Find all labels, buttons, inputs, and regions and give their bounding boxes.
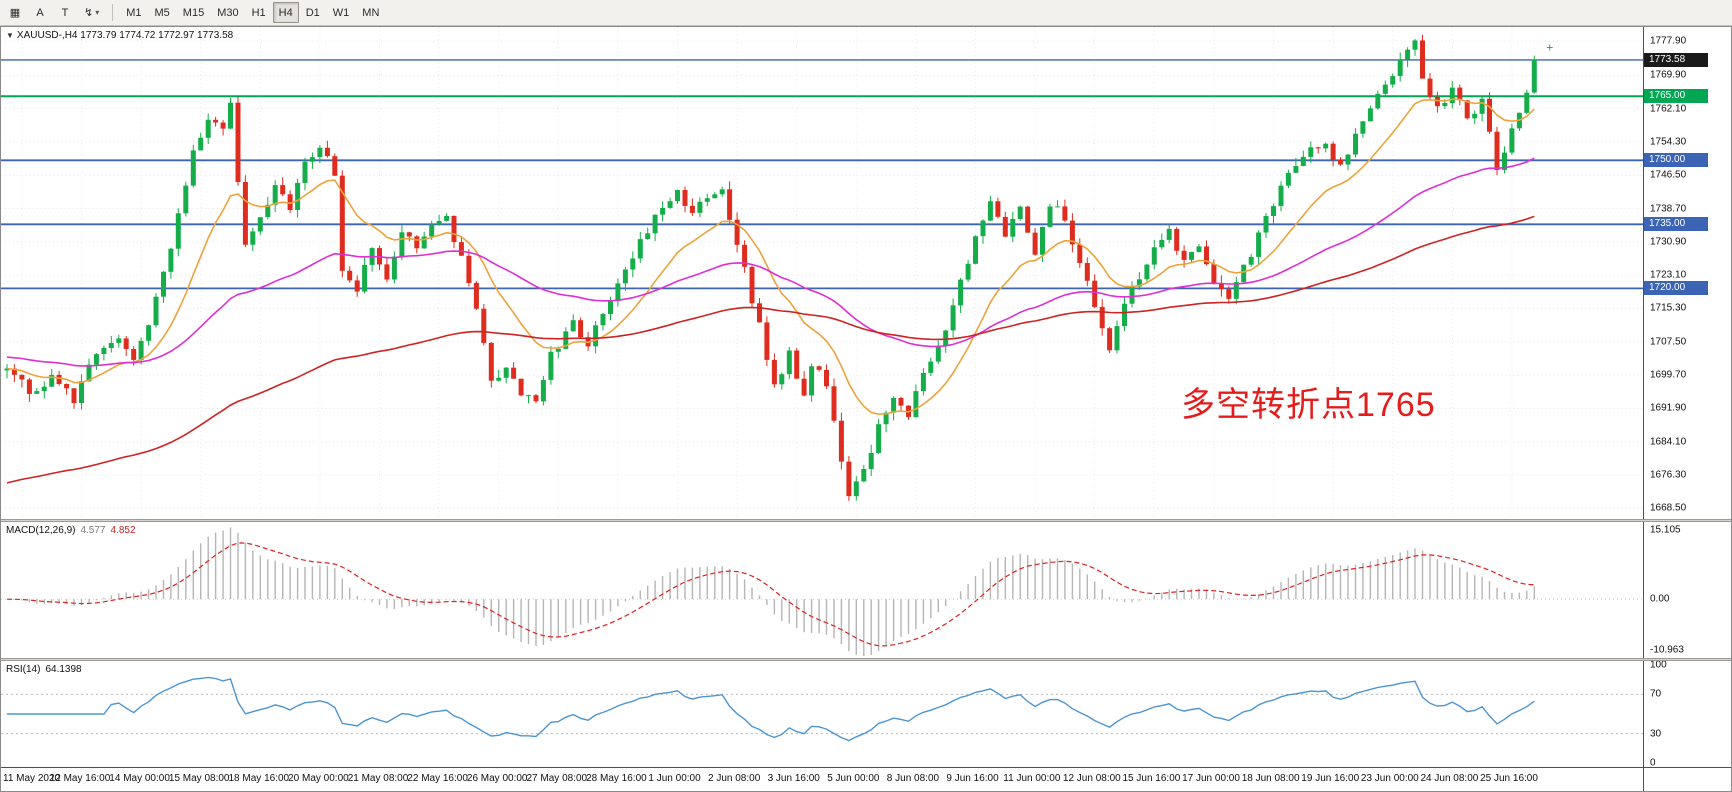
- macd-main-value: 4.577: [80, 525, 106, 536]
- text-annotation-button[interactable]: A: [28, 2, 52, 23]
- price-tick-label: 1738.70: [1650, 203, 1687, 214]
- time-tick-label: 21 May 08:00: [347, 773, 409, 784]
- timeframe-button-h4[interactable]: H4: [272, 2, 299, 23]
- price-chart-canvas[interactable]: +: [1, 27, 1643, 519]
- macd-panel[interactable]: MACD(12,26,9) 4.577 4.852 15.105 0.00 -10.96…: [1, 522, 1731, 658]
- timeframe-button-d1[interactable]: D1: [305, 6, 320, 19]
- axis-corner: [1643, 768, 1731, 791]
- price-tick-label: 1762.10: [1650, 103, 1687, 115]
- price-chart-panel[interactable]: + ▼ XAUUSD-,H4 1773.79 1774.72 1772.97 17…: [1, 27, 1731, 519]
- level-price-tag: 1750.00: [1644, 153, 1708, 168]
- symbol-name: XAUUSD-,H4: [16, 30, 78, 41]
- timeframe-button-m1[interactable]: M1: [126, 6, 142, 19]
- time-tick-label: 28 May 16:00: [586, 773, 647, 784]
- price-tick-label: 1699.70: [1650, 369, 1687, 381]
- chart-annotation-text: 多空转折点1765: [1181, 386, 1436, 424]
- price-tick-label: 1723.10: [1650, 269, 1687, 281]
- price-tick-label: 1777.90: [1650, 35, 1687, 47]
- time-tick-label: 3 Jun 16:00: [767, 773, 820, 784]
- toolbar-separator: [112, 4, 114, 21]
- macd-label: MACD(12,26,9) 4.577 4.852: [6, 525, 136, 536]
- rsi-canvas[interactable]: [1, 661, 1643, 767]
- text-tool-button[interactable]: T: [53, 2, 77, 23]
- time-tick-label: 27 May 08:00: [526, 773, 588, 784]
- time-tick-label: 26 May 00:00: [466, 773, 528, 784]
- text-tool-icon: T: [61, 6, 69, 19]
- price-tick-label: 1754.30: [1650, 136, 1687, 148]
- current-price-tag: 1773.58: [1644, 52, 1708, 67]
- symbol-ohlc-label: ▼ XAUUSD-,H4 1773.79 1774.72 1772.97 1773…: [6, 30, 233, 41]
- level-price-tag: 1735.00: [1644, 217, 1708, 232]
- time-tick-label: 11 Jun 00:00: [1003, 773, 1061, 784]
- price-tick-label: 1769.90: [1650, 69, 1687, 81]
- level-price-tag: 1720.00: [1644, 281, 1708, 296]
- dropdown-caret-icon: ▾: [95, 8, 100, 17]
- time-tick-label: 5 Jun 00:00: [827, 773, 880, 784]
- price-tick-label: 1707.50: [1650, 336, 1687, 348]
- rsi-panel[interactable]: RSI(14) 64.1398 100 70 30 0: [1, 661, 1731, 767]
- panel-splitter-macd[interactable]: [1, 519, 1731, 522]
- rsi-tick-label: 70: [1650, 688, 1662, 700]
- cursor-mode-button[interactable]: ↯ ▾: [78, 2, 105, 23]
- rsi-tick-label: 30: [1650, 728, 1662, 740]
- time-tick-label: 8 Jun 08:00: [886, 773, 940, 784]
- time-tick-label: 15 May 08:00: [168, 773, 230, 784]
- macd-canvas[interactable]: [1, 522, 1643, 658]
- collapse-icon[interactable]: ▼: [6, 31, 14, 40]
- charts-grid-button[interactable]: ▦: [3, 2, 27, 23]
- time-tick-label: 20 May 00:00: [288, 773, 349, 784]
- price-tick-label: 1676.30: [1650, 469, 1687, 481]
- price-tick-label: 1715.30: [1650, 302, 1687, 314]
- time-tick-label: 2 Jun 08:00: [708, 773, 761, 784]
- price-tick-label: 1691.90: [1650, 402, 1687, 414]
- macd-tick-label: 15.105: [1650, 524, 1681, 536]
- cursor-mode-icon: ↯: [84, 7, 94, 19]
- time-tick-label: 23 Jun 00:00: [1360, 773, 1419, 784]
- rsi-label: RSI(14) 64.1398: [6, 664, 82, 675]
- price-tick-label: 1668.50: [1650, 502, 1687, 514]
- time-tick-label: 9 Jun 16:00: [946, 773, 999, 784]
- text-annotation-icon: A: [36, 6, 44, 19]
- timeframe-button-h1[interactable]: H1: [251, 6, 266, 19]
- time-tick-label: 24 Jun 08:00: [1420, 773, 1479, 784]
- macd-signal-value: 4.852: [110, 525, 136, 536]
- time-tick-label: 15 Jun 16:00: [1122, 773, 1181, 784]
- time-tick-label: 18 May 16:00: [228, 773, 290, 784]
- time-tick-label: 22 May 16:00: [407, 773, 468, 784]
- panel-splitter-rsi[interactable]: [1, 658, 1731, 661]
- level-price-tag: 1765.00: [1644, 89, 1708, 104]
- price-tick-label: 1746.50: [1650, 169, 1687, 181]
- time-tick-label: 17 Jun 00:00: [1182, 773, 1240, 784]
- rsi-value: 64.1398: [45, 664, 82, 675]
- time-tick-label: 11 May 2020: [3, 773, 61, 784]
- time-tick-label: 1 Jun 00:00: [648, 773, 701, 784]
- timeframe-button-m30[interactable]: M30: [217, 6, 239, 19]
- chart-window: + ▼ XAUUSD-,H4 1773.79 1774.72 1772.97 17…: [0, 26, 1732, 792]
- price-tick-label: 1730.90: [1650, 236, 1687, 248]
- time-tick-label: 12 Jun 08:00: [1062, 773, 1121, 784]
- charts-grid-icon: ▦: [9, 7, 21, 19]
- timeframe-button-m15[interactable]: M15: [182, 6, 205, 19]
- time-tick-label: 25 Jun 16:00: [1480, 773, 1538, 784]
- price-axis[interactable]: 1777.90 1769.90 1762.10 1754.30 1746.50 1738.…: [1643, 27, 1731, 519]
- arrow-marker: +: [1546, 41, 1553, 55]
- rsi-tick-label: 0: [1650, 757, 1656, 767]
- macd-tick-label: -10.963: [1650, 644, 1684, 656]
- price-tick-label: 1684.10: [1650, 436, 1687, 448]
- main-toolbar: ▦ A T ↯ ▾ M1 M5 M15 M30 H1 H4 D1 W1 MN: [0, 0, 1732, 26]
- ohlc-values: 1773.79 1774.72 1772.97 1773.58: [80, 30, 234, 41]
- rsi-axis[interactable]: 100 70 30 0: [1643, 661, 1731, 767]
- timeframe-button-m5[interactable]: M5: [154, 6, 170, 19]
- rsi-tick-label: 100: [1650, 661, 1667, 671]
- macd-tick-label: 0.00: [1650, 593, 1670, 605]
- time-tick-label: 14 May 00:00: [109, 773, 170, 784]
- time-tick-label: 12 May 16:00: [49, 773, 111, 784]
- macd-axis[interactable]: 15.105 0.00 -10.963: [1643, 522, 1731, 658]
- time-tick-label: 19 Jun 16:00: [1301, 773, 1360, 784]
- time-axis[interactable]: 11 May 2020 12 May 16:00 14 May 00:00 15 Ma…: [1, 767, 1731, 791]
- time-tick-label: 18 Jun 08:00: [1241, 773, 1300, 784]
- timeframe-button-mn[interactable]: MN: [362, 6, 380, 19]
- timeframe-button-w1[interactable]: W1: [332, 6, 350, 19]
